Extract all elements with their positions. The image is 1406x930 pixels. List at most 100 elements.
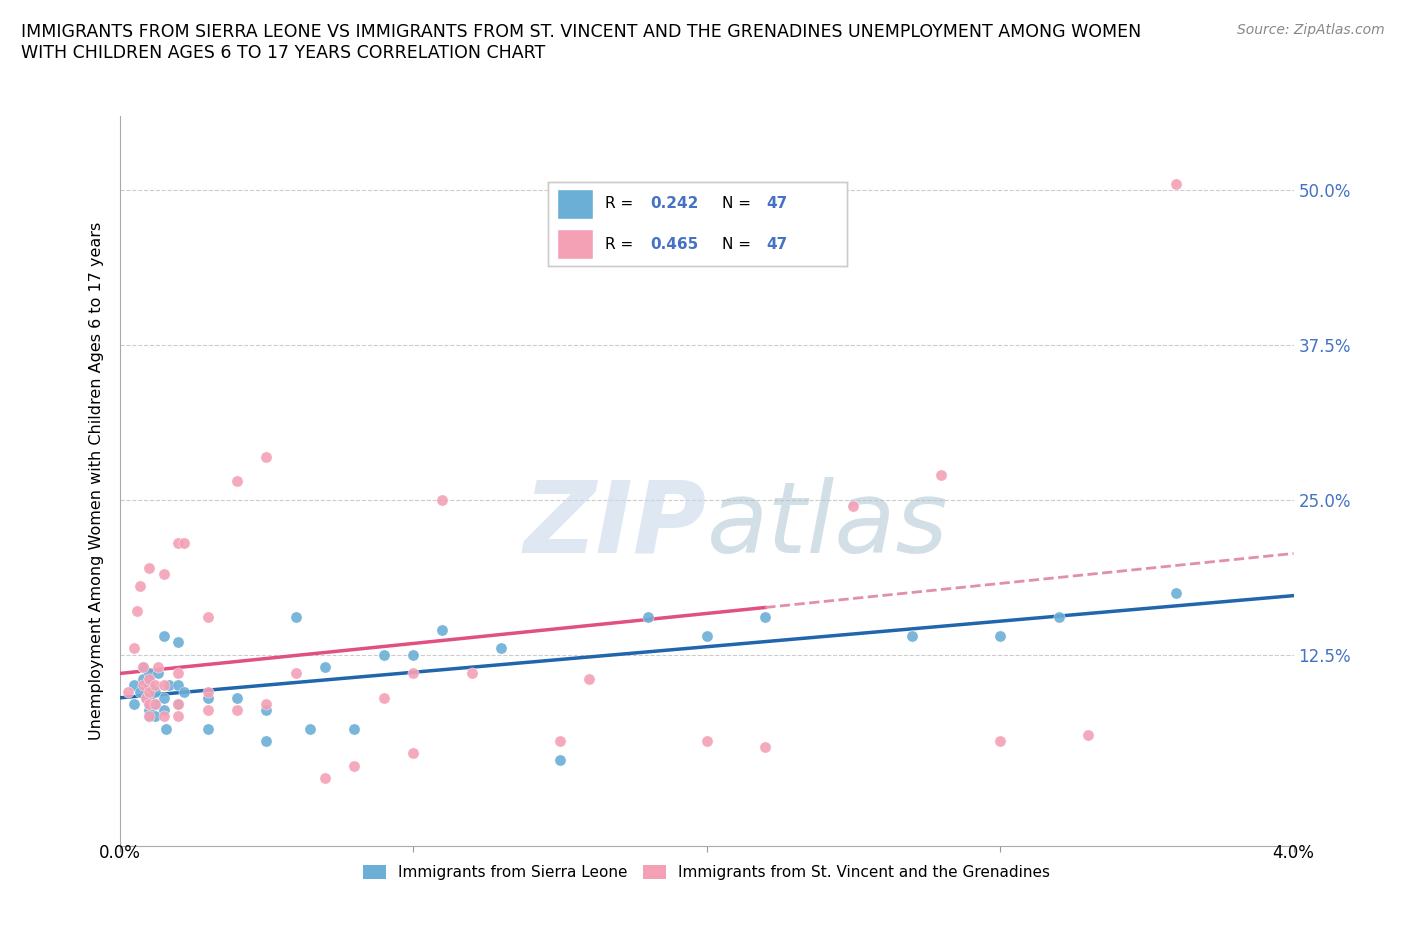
Point — [143, 709, 166, 724]
Point — [129, 684, 152, 699]
Point — [167, 678, 190, 693]
Point — [157, 678, 180, 693]
Point — [138, 690, 160, 705]
Point — [135, 690, 157, 705]
Point — [197, 722, 219, 737]
Point — [254, 734, 277, 749]
Point — [152, 690, 174, 705]
Point — [122, 678, 145, 693]
Point — [842, 498, 865, 513]
Point — [152, 709, 174, 724]
Point — [373, 690, 395, 705]
Point — [754, 740, 776, 755]
Point — [146, 659, 169, 674]
Point — [548, 734, 571, 749]
Point — [225, 690, 249, 705]
Point — [284, 610, 307, 625]
Point — [117, 684, 139, 699]
Text: atlas: atlas — [707, 476, 948, 574]
Point — [754, 610, 776, 625]
Point — [138, 697, 160, 711]
Point — [146, 666, 169, 681]
Point — [197, 610, 219, 625]
Point — [254, 697, 277, 711]
Point — [138, 703, 160, 718]
Point — [132, 678, 155, 693]
Point — [1077, 727, 1099, 742]
Point — [127, 604, 149, 618]
Point — [167, 536, 190, 551]
Point — [343, 722, 366, 737]
Point — [173, 536, 195, 551]
Point — [696, 629, 718, 644]
Legend: Immigrants from Sierra Leone, Immigrants from St. Vincent and the Grenadines: Immigrants from Sierra Leone, Immigrants… — [357, 858, 1056, 886]
Point — [167, 697, 190, 711]
Point — [155, 722, 177, 737]
Point — [152, 678, 174, 693]
Point — [167, 697, 190, 711]
Point — [373, 647, 395, 662]
Point — [489, 641, 512, 656]
Point — [135, 690, 157, 705]
Text: ZIP: ZIP — [523, 476, 707, 574]
Point — [167, 634, 190, 649]
Point — [1164, 177, 1187, 192]
Point — [167, 709, 190, 724]
Point — [197, 703, 219, 718]
Point — [138, 697, 160, 711]
Point — [931, 468, 953, 483]
Point — [143, 697, 166, 711]
Point — [152, 566, 174, 581]
Point — [138, 678, 160, 693]
Text: 4.0%: 4.0% — [1272, 844, 1315, 862]
Y-axis label: Unemployment Among Women with Children Ages 6 to 17 years: Unemployment Among Women with Children A… — [89, 222, 104, 740]
Point — [138, 671, 160, 686]
Point — [461, 666, 484, 681]
Text: 0.0%: 0.0% — [98, 844, 141, 862]
Point — [129, 579, 152, 594]
Point — [122, 697, 145, 711]
Point — [988, 629, 1011, 644]
Point — [132, 671, 155, 686]
Point — [138, 684, 160, 699]
Point — [143, 684, 166, 699]
Point — [432, 622, 454, 637]
Point — [225, 703, 249, 718]
Point — [197, 690, 219, 705]
Point — [122, 641, 145, 656]
Point — [578, 671, 600, 686]
Point — [284, 666, 307, 681]
Point — [138, 561, 160, 576]
Point — [152, 629, 174, 644]
Point — [132, 659, 155, 674]
Point — [1047, 610, 1070, 625]
Point — [637, 610, 659, 625]
Point — [988, 734, 1011, 749]
Point — [138, 671, 160, 686]
Point — [197, 684, 219, 699]
Text: IMMIGRANTS FROM SIERRA LEONE VS IMMIGRANTS FROM ST. VINCENT AND THE GRENADINES U: IMMIGRANTS FROM SIERRA LEONE VS IMMIGRAN… — [21, 23, 1142, 62]
Point — [143, 678, 166, 693]
Point — [254, 449, 277, 464]
Point — [432, 492, 454, 507]
Point — [167, 666, 190, 681]
Point — [314, 659, 336, 674]
Point — [254, 703, 277, 718]
Point — [343, 759, 366, 774]
Point — [402, 647, 425, 662]
Point — [138, 709, 160, 724]
Point — [696, 734, 718, 749]
Point — [901, 629, 924, 644]
Point — [143, 697, 166, 711]
Point — [314, 771, 336, 786]
Point — [138, 666, 160, 681]
Point — [299, 722, 322, 737]
Point — [225, 474, 249, 489]
Point — [152, 703, 174, 718]
Point — [173, 684, 195, 699]
Text: Source: ZipAtlas.com: Source: ZipAtlas.com — [1237, 23, 1385, 37]
Point — [402, 746, 425, 761]
Point — [402, 666, 425, 681]
Point — [1164, 585, 1187, 600]
Point — [132, 659, 155, 674]
